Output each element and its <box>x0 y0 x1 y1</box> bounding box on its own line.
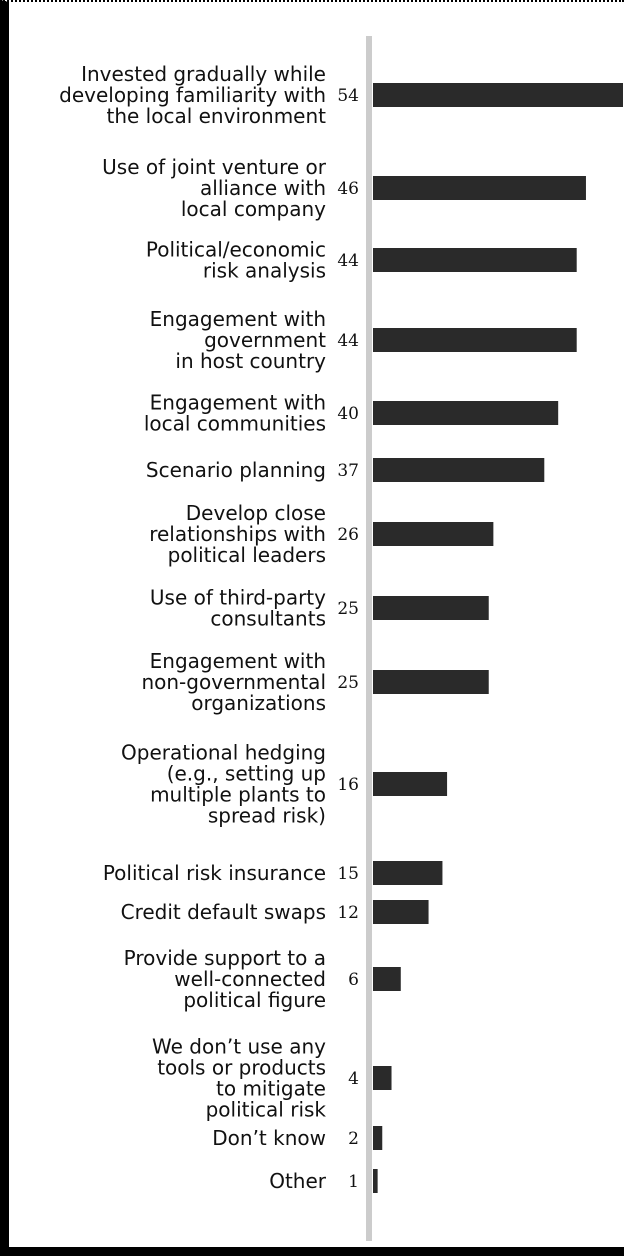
category-label: We don’t use any tools or products to miti… <box>152 1035 326 1122</box>
category-label-line: consultants <box>210 607 326 631</box>
value-label: 15 <box>337 864 359 884</box>
bar <box>373 328 577 352</box>
value-label: 54 <box>337 86 359 106</box>
bar <box>373 1066 392 1090</box>
category-label-line: (e.g., setting up <box>167 762 326 786</box>
category-label-line: Engagement with <box>150 391 326 415</box>
category-axis <box>366 36 372 1241</box>
category-label: Credit default swaps <box>121 900 326 924</box>
value-label: 4 <box>348 1069 359 1089</box>
category-label: Use of third-party consultants <box>150 586 326 631</box>
category-label-line: local company <box>181 197 326 221</box>
category-label-line: political figure <box>183 988 326 1012</box>
category-label: Invested gradually while developing famil… <box>59 62 326 128</box>
category-label-line: Don’t know <box>212 1126 326 1150</box>
category-label-line: Political/economic <box>146 238 326 262</box>
value-label: 46 <box>337 179 359 199</box>
value-label: 1 <box>348 1172 359 1192</box>
category-label-line: tools or products <box>157 1056 326 1080</box>
category-label-line: Engagement with <box>150 649 326 673</box>
category-label-line: non-governmental <box>141 670 326 694</box>
value-label: 2 <box>348 1129 359 1149</box>
category-label-line: Provide support to a <box>124 946 326 970</box>
category-label-line: Invested gradually while <box>81 62 326 86</box>
bar <box>373 522 494 546</box>
category-label-line: local communities <box>144 412 326 436</box>
value-label: 44 <box>337 331 359 351</box>
category-label-line: Political risk insurance <box>103 861 326 885</box>
value-label: 37 <box>337 461 359 481</box>
category-label-line: Other <box>269 1169 327 1193</box>
bar <box>373 401 559 425</box>
category-label: Engagement with government in host country <box>150 307 327 373</box>
bar <box>373 176 586 200</box>
category-label: Political risk insurance <box>103 861 326 885</box>
value-label: 25 <box>337 599 359 619</box>
bar <box>373 670 489 694</box>
category-label-line: Engagement with <box>150 307 326 331</box>
category-label-line: political risk <box>206 1098 327 1122</box>
value-label: 25 <box>337 673 359 693</box>
category-label-line: political leaders <box>168 543 326 567</box>
category-label-line: spread risk) <box>208 804 326 828</box>
category-label-line: organizations <box>191 691 326 715</box>
category-label-line: Credit default swaps <box>121 900 326 924</box>
category-label-line: well-connected <box>174 967 326 991</box>
value-label: 44 <box>337 251 359 271</box>
category-label-line: government <box>204 328 326 352</box>
category-label-line: risk analysis <box>203 259 326 283</box>
bar <box>373 967 401 991</box>
category-label-line: multiple plants to <box>150 783 326 807</box>
value-label: 6 <box>348 970 359 990</box>
category-label-line: in host country <box>175 349 326 373</box>
bar <box>373 900 429 924</box>
bar <box>373 596 489 620</box>
value-label: 26 <box>337 525 359 545</box>
category-label: Engagement with local communities <box>144 391 326 436</box>
category-label-line: Operational hedging <box>121 741 326 765</box>
category-label-line: Use of third-party <box>150 586 326 610</box>
category-label: Develop close relationships with political… <box>149 501 326 567</box>
bar <box>373 861 443 885</box>
bar <box>373 458 545 482</box>
category-label-line: the local environment <box>106 104 326 128</box>
category-label-line: We don’t use any <box>152 1035 326 1059</box>
category-label: Provide support to a well-connected politi… <box>124 946 326 1012</box>
value-label: 40 <box>337 404 359 424</box>
category-label-line: Scenario planning <box>146 458 326 482</box>
category-label: Other <box>269 1169 327 1193</box>
value-label: 16 <box>337 775 359 795</box>
category-label-line: to mitigate <box>216 1077 326 1101</box>
category-label: Don’t know <box>212 1126 326 1150</box>
category-label: Use of joint venture or alliance with loca… <box>102 155 327 221</box>
category-label: Scenario planning <box>146 458 326 482</box>
category-label: Political/economic risk analysis <box>146 238 326 283</box>
category-label: Engagement with non-governmental organizat… <box>141 649 326 715</box>
category-label-line: Develop close <box>186 501 326 525</box>
bar <box>373 83 623 107</box>
category-label-line: alliance with <box>200 176 326 200</box>
bar <box>373 1169 378 1193</box>
value-label: 12 <box>337 903 359 923</box>
bar <box>373 248 577 272</box>
category-label-line: Use of joint venture or <box>102 155 327 179</box>
category-label-line: relationships with <box>149 522 326 546</box>
category-label-line: developing familiarity with <box>59 83 326 107</box>
bar <box>373 1126 383 1150</box>
category-label: Operational hedging (e.g., setting up mult… <box>121 741 326 828</box>
bar <box>373 772 448 796</box>
